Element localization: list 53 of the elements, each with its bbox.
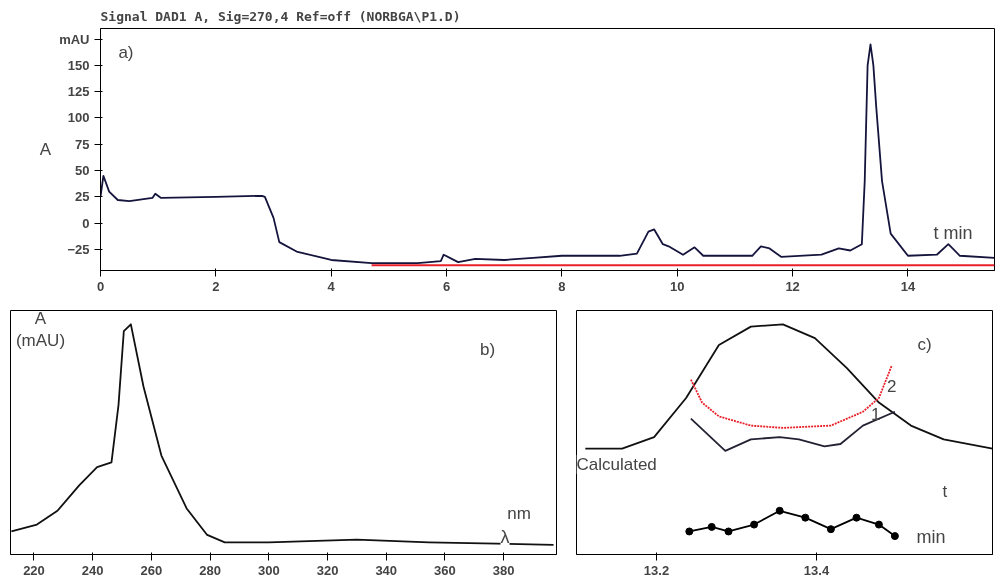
x-tick-label: 2 xyxy=(212,278,220,294)
line-series xyxy=(100,43,995,265)
point xyxy=(890,532,899,541)
y-axis-title: A xyxy=(39,140,52,159)
point xyxy=(801,513,810,522)
x-tick-label: 0 xyxy=(96,278,105,294)
annotation: nm xyxy=(507,503,531,523)
x-tick-label: 14 xyxy=(900,278,916,294)
y-tick-label: −25 xyxy=(67,241,90,257)
x-tick-label: 320 xyxy=(316,562,339,578)
x-tick-label: 380 xyxy=(492,562,515,578)
x-axis-title: λ xyxy=(500,526,510,547)
x-tick-label: 13.2 xyxy=(643,562,670,578)
x-tick-label: 300 xyxy=(257,562,280,578)
point xyxy=(707,522,716,531)
point xyxy=(826,525,835,534)
y-tick-label: 0 xyxy=(82,215,90,231)
annotation: a) xyxy=(118,43,134,63)
x-tick-label: 240 xyxy=(81,562,104,578)
y-tick-label: 75 xyxy=(75,136,90,152)
annotation: c) xyxy=(917,335,932,355)
x-tick-label: 260 xyxy=(140,562,163,578)
point xyxy=(685,527,694,536)
x-tick-label: 360 xyxy=(434,562,456,578)
chart-title: Signal DAD1 A, Sig=270,4 Ref=off (NORBGA\P1.D) xyxy=(100,8,461,24)
x-tick-label: 12 xyxy=(785,278,800,294)
x-axis-title: t min xyxy=(933,222,973,243)
y-tick-label: 100 xyxy=(67,110,90,126)
annotation: t xyxy=(942,481,948,501)
annotation: Calculated xyxy=(576,454,657,474)
y-tick-label: 150 xyxy=(67,57,90,73)
x-tick-label: 340 xyxy=(375,562,398,578)
x-tick-label: 8 xyxy=(558,278,566,294)
y-axis-title: A (mAU) xyxy=(15,308,66,351)
annotation: b) xyxy=(480,340,496,360)
series-label: 1 xyxy=(870,404,881,424)
y-tick-label: mAU xyxy=(59,31,90,47)
x-tick-label: 280 xyxy=(199,562,221,578)
x-tick-label: 13.4 xyxy=(803,562,830,578)
y-tick-label: 50 xyxy=(75,163,90,179)
x-tick-label: 10 xyxy=(670,278,685,294)
point xyxy=(750,520,759,529)
x-axis-title: min xyxy=(916,526,946,547)
point xyxy=(775,506,784,515)
x-tick-label: 4 xyxy=(327,278,336,294)
x-tick-label: 6 xyxy=(442,278,451,294)
x-tick-label: 220 xyxy=(23,562,45,578)
point xyxy=(724,527,733,536)
y-tick-label: 25 xyxy=(75,189,90,205)
y-tick-label: 125 xyxy=(67,84,90,100)
point xyxy=(874,520,883,529)
series-label: 2 xyxy=(886,376,897,396)
point xyxy=(852,513,861,522)
